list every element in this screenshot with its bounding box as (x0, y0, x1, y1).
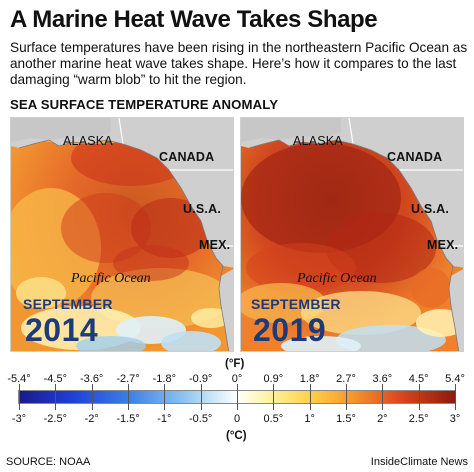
month-label: SEPTEMBER (251, 296, 341, 312)
page-title: A Marine Heat Wave Takes Shape (10, 6, 378, 33)
label-usa: U.S.A. (183, 202, 222, 216)
fahrenheit-tick-label: 2.7° (336, 373, 356, 385)
label-mexico: MEX. (199, 238, 231, 252)
legend-unit-celsius: (°C) (226, 430, 247, 442)
color-scale-tick (128, 384, 129, 410)
celsius-tick-label: -1° (157, 413, 172, 425)
label-pacific-ocean: Pacific Ocean (297, 271, 377, 286)
label-alaska: ALASKA (293, 134, 343, 148)
fahrenheit-tick-label: -5.4° (7, 373, 31, 385)
map-2019-heatmap (241, 118, 463, 351)
legend-unit-fahrenheit: (°F) (225, 358, 245, 370)
celsius-tick-label: -1.5° (116, 413, 140, 425)
label-pacific-ocean: Pacific Ocean (71, 271, 151, 286)
month-label: SEPTEMBER (23, 296, 113, 312)
label-alaska: ALASKA (63, 134, 113, 148)
fahrenheit-tick-label: -3.6° (79, 373, 104, 385)
celsius-tick-label: 2° (377, 413, 388, 425)
fahrenheit-tick-label: -1.8° (152, 373, 177, 385)
celsius-tick-label: 1° (304, 413, 315, 425)
publisher-credit: InsideClimate News (370, 456, 468, 468)
fahrenheit-tick-label: 1.8° (299, 373, 320, 385)
year-label: 2019 (253, 312, 327, 348)
year-label: 2014 (25, 312, 99, 348)
color-scale-tick (19, 384, 20, 410)
fahrenheit-tick-label: 0° (231, 373, 243, 385)
fahrenheit-tick-label: -0.9° (188, 373, 213, 385)
fahrenheit-tick-label: 5.4° (445, 373, 465, 385)
celsius-tick-row: -3° -2.5° -2° -1.5° -1° -0.5° 0 0.5° 1° 1.5° 2° 2.5… (0, 413, 474, 427)
celsius-tick-label: -3° (11, 413, 27, 425)
section-heading: SEA SURFACE TEMPERATURE ANOMALY (10, 97, 279, 112)
label-usa: U.S.A. (411, 202, 450, 216)
celsius-tick-label: -0.5° (188, 413, 213, 425)
color-scale-tick (309, 384, 311, 410)
page-subtitle: Surface temperatures have been rising in… (10, 40, 468, 87)
label-mexico: MEX. (427, 238, 459, 252)
celsius-tick-label: 2.5° (408, 413, 429, 425)
celsius-tick-label: 3° (449, 413, 461, 425)
celsius-tick-label: 0 (233, 413, 241, 425)
color-scale-tick (237, 384, 238, 410)
celsius-tick-label: 0.5° (263, 413, 284, 425)
color-scale-tick (273, 384, 275, 410)
fahrenheit-tick-label: 3.6° (372, 373, 393, 385)
color-scale-tick (455, 384, 456, 410)
celsius-tick-label: -2° (84, 413, 99, 425)
source-note: SOURCE: NOAA (6, 456, 91, 468)
map-2014: ALASKA CANADA U.S.A. MEX. Pacific Ocean … (10, 117, 234, 352)
celsius-tick-label: 1.5° (336, 413, 356, 425)
color-scale-tick (55, 384, 57, 410)
color-scale-tick (418, 384, 420, 410)
color-scale-tick (200, 384, 202, 410)
fahrenheit-tick-row: -5.4° -4.5° -3.6° -2.7° -1.8° -0.9° 0° 0.9° 1.8°… (0, 373, 474, 387)
map-2014-heatmap (11, 118, 233, 351)
map-2019: ALASKA CANADA U.S.A. MEX. Pacific Ocean … (240, 117, 464, 352)
label-canada: CANADA (387, 150, 443, 164)
fahrenheit-tick-label: -2.7° (116, 373, 140, 385)
color-scale-tick (382, 384, 384, 410)
label-canada: CANADA (159, 150, 215, 164)
celsius-tick-label: -2.5° (43, 413, 68, 425)
color-scale-tick (164, 384, 166, 410)
color-scale-tick (91, 384, 93, 410)
color-scale-tick (346, 384, 347, 410)
fahrenheit-tick-label: 4.5° (408, 373, 429, 385)
fahrenheit-tick-label: 0.9° (263, 373, 284, 385)
fahrenheit-tick-label: -4.5° (43, 373, 68, 385)
